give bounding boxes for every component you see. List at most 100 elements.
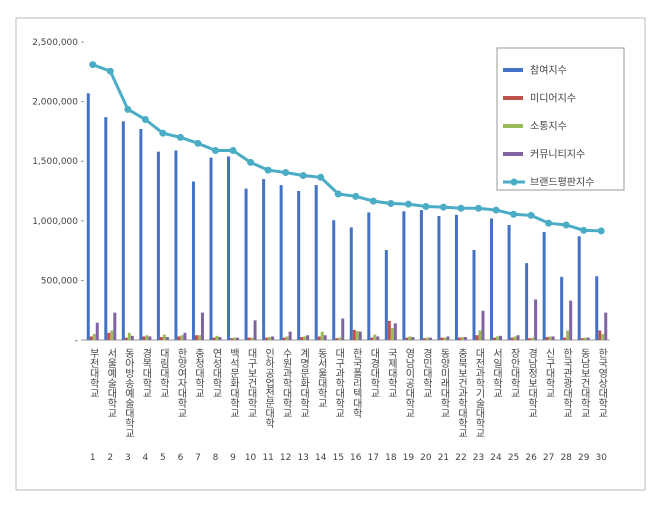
bar (323, 335, 327, 340)
bar (545, 337, 549, 340)
bar (408, 336, 412, 340)
bar (148, 336, 152, 340)
bar (200, 312, 204, 340)
bar (335, 338, 339, 340)
rank-label: 17 (368, 453, 379, 463)
line-marker (439, 203, 447, 211)
bar (285, 336, 289, 340)
x-tick-label: 한국폴리텍대학 (350, 348, 362, 419)
x-tick-label: 동서울대학교 (315, 348, 327, 408)
line-marker (510, 210, 518, 218)
bar (244, 188, 248, 340)
bar (297, 191, 301, 340)
bar (384, 250, 388, 340)
bar (127, 332, 131, 340)
bar (139, 129, 143, 340)
line-marker (545, 219, 553, 227)
rank-label: 25 (508, 453, 519, 463)
bar (332, 220, 336, 340)
bar (463, 337, 467, 340)
legend-label: 커뮤니티지수 (530, 149, 585, 161)
bar (457, 337, 461, 340)
rank-label: 13 (297, 453, 308, 463)
bar (212, 337, 216, 340)
bar (288, 331, 292, 340)
bar (367, 212, 371, 340)
rank-label: 3 (125, 453, 131, 463)
bar (174, 150, 178, 340)
x-tick-label: 인하공업전문대학 (263, 348, 275, 429)
rank-label: 12 (280, 453, 291, 463)
line-marker (299, 172, 307, 180)
legend-label: 참여지수 (530, 65, 567, 77)
rank-label: 2 (107, 453, 113, 463)
bar (306, 335, 310, 340)
bar (358, 331, 362, 340)
x-tick-label: 동남보건대학교 (578, 348, 590, 418)
x-tick-label: 대전과학기술대학교 (473, 348, 485, 438)
bar (446, 336, 450, 340)
bar (265, 337, 269, 340)
bar (107, 332, 111, 340)
bar (215, 335, 219, 340)
bar (583, 337, 587, 340)
line-marker (317, 173, 325, 181)
line-marker (457, 204, 465, 212)
bar (513, 336, 517, 340)
bar (197, 335, 201, 340)
rank-label: 15 (333, 453, 344, 463)
line-marker (597, 227, 605, 235)
bar (282, 337, 286, 340)
bar (162, 334, 166, 340)
bar (411, 337, 415, 340)
x-tick-label: 경민대학교 (420, 347, 432, 398)
bar (165, 337, 169, 340)
bar (419, 210, 423, 340)
rank-label: 23 (473, 453, 484, 463)
rank-label: 18 (385, 453, 397, 463)
line-marker (89, 61, 97, 69)
x-tick-label: 한국관광대학교 (561, 348, 573, 418)
bar (376, 336, 380, 340)
x-tick-label: 영남이공대학교 (403, 348, 415, 418)
x-tick-label: 대구보건대학교 (245, 348, 257, 418)
rank-label: 16 (350, 453, 362, 463)
line-marker (580, 226, 588, 234)
x-tick-label: 대구과학대학교 (333, 348, 345, 418)
rank-label: 27 (543, 453, 554, 463)
legend-swatch (503, 124, 523, 128)
legend-swatch (510, 178, 518, 186)
x-tick-label: 서일대학교 (491, 348, 503, 398)
bar (194, 335, 198, 340)
legend-swatch (503, 96, 523, 100)
bar (250, 337, 254, 340)
rank-label: 1 (90, 453, 96, 463)
bar (338, 337, 342, 340)
bar (402, 211, 406, 340)
line-marker (334, 190, 342, 198)
x-tick-label: 부천대학교 (87, 348, 99, 398)
bar (180, 335, 184, 340)
bar (373, 334, 377, 340)
line-marker (562, 221, 570, 229)
bar (566, 330, 570, 340)
bar (437, 216, 441, 340)
rank-label: 7 (195, 453, 201, 463)
bar (86, 93, 90, 340)
rank-label: 11 (262, 453, 273, 463)
bar (233, 337, 237, 340)
line-marker (492, 206, 500, 214)
rank-label: 26 (525, 453, 537, 463)
x-tick-label: 장안대학교 (508, 348, 520, 398)
rank-label: 8 (213, 453, 219, 463)
rank-label: 29 (578, 453, 590, 463)
bar (580, 338, 584, 340)
line-marker (229, 146, 237, 154)
bar (159, 337, 163, 340)
bar (145, 335, 149, 340)
bar (183, 332, 187, 340)
bar (440, 337, 444, 340)
bar (390, 328, 394, 340)
legend-swatch (503, 152, 523, 156)
line-marker (124, 105, 132, 113)
